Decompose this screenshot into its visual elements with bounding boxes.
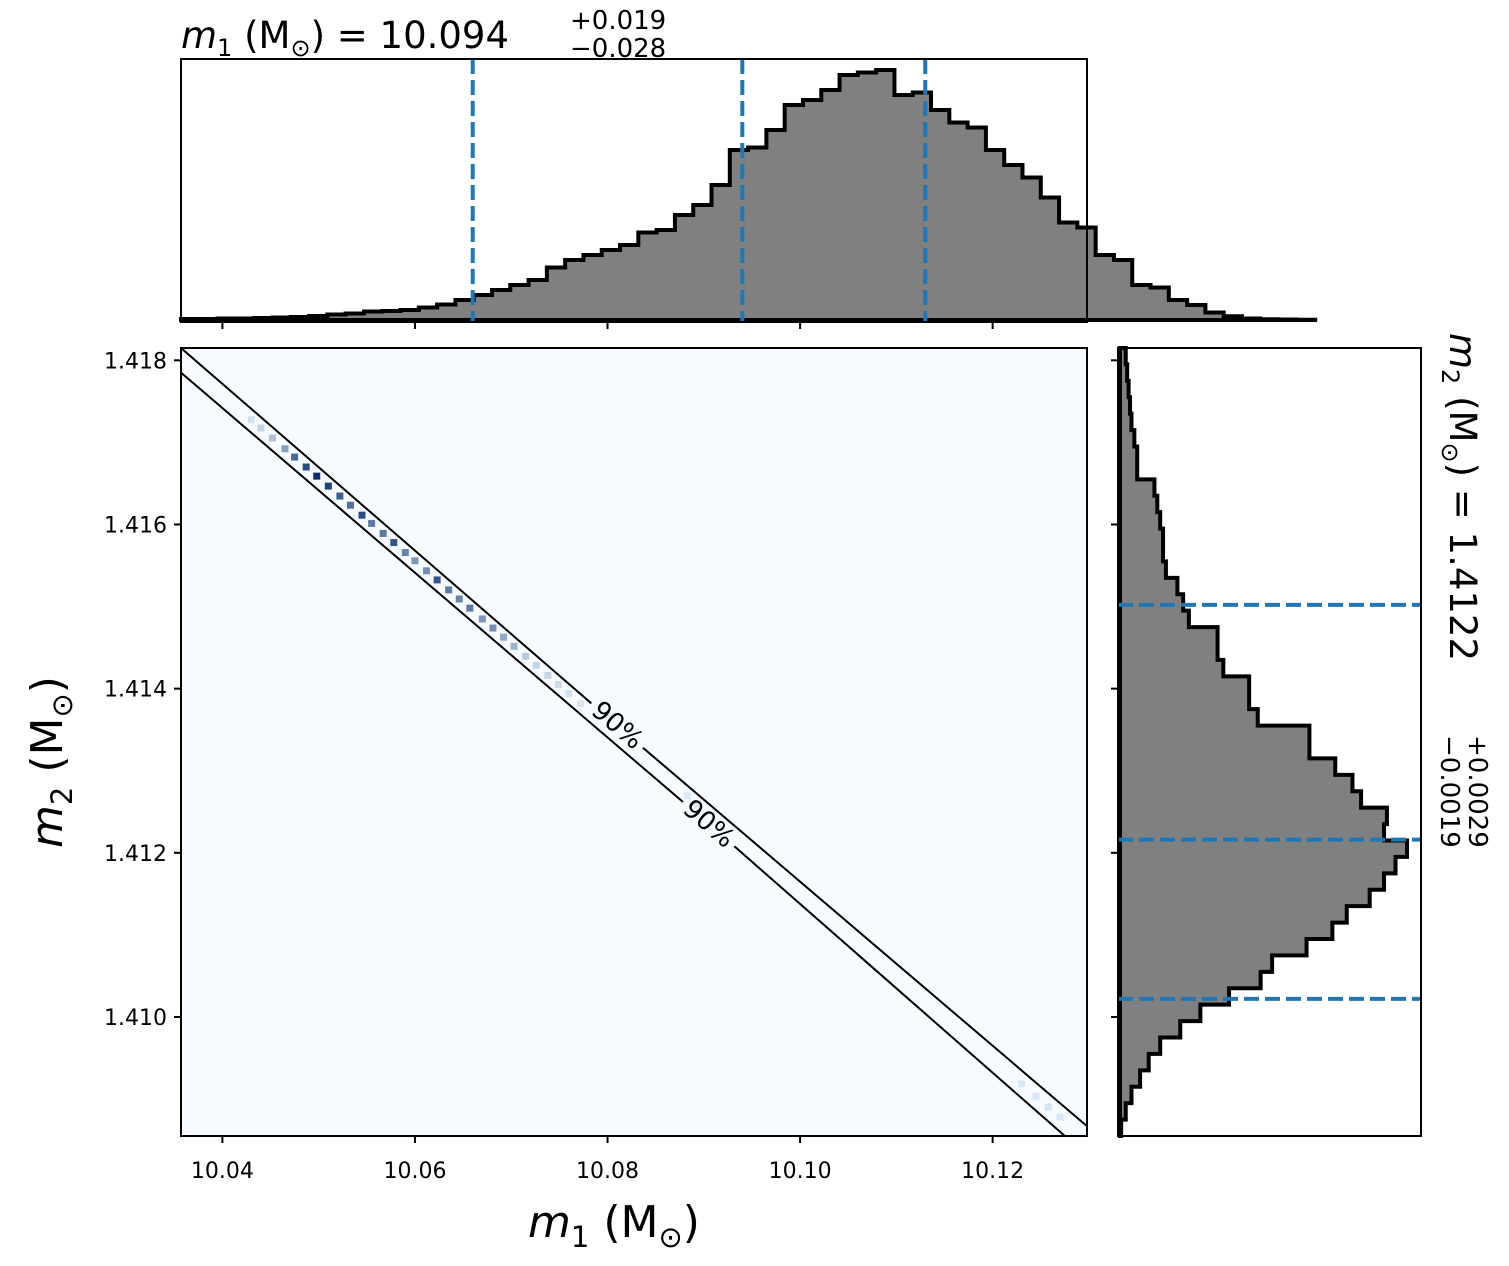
m1-title-unit-close: ) [311,14,325,57]
m2-title-equals: = [1441,489,1484,520]
ridge-cell-32 [693,800,701,808]
m1-title-subscript: 1 [217,34,232,62]
ridge-cell-36 [1056,1113,1064,1121]
m2-title-symbol: m [1441,333,1484,369]
y-label-subscript: 2 [45,787,79,805]
y-label-unit-close: ) [22,676,73,693]
m1-marginal-panel [179,58,1318,329]
contour-90-line-1-a [181,371,684,803]
contour-lines [181,348,1087,1136]
ridge-cell-30 [577,700,585,708]
ridge-cell-31 [683,792,691,800]
y-tick-label-1: 1.412 [104,842,167,867]
ridge-cell-2 [268,434,276,442]
y-tick-label-2: 1.414 [104,678,167,703]
ridge-cell-21 [478,615,486,623]
ridge-cell-14 [401,549,409,557]
ridge-cell-17 [433,576,441,584]
m1-title-upper-error: +0.019 [570,6,666,36]
ridge-cell-11 [368,519,376,527]
m1-histogram [179,68,1318,322]
m2-title-sun-symbol: ⊙ [1436,442,1464,462]
m1-title-equals: = [337,14,368,57]
ridge-cell-23 [500,633,508,641]
m2-title-unit-close: ) [1441,463,1484,477]
contour-90-line-0-a [181,348,593,705]
ridge-cell-18 [445,586,453,594]
ridge-cells [247,416,1064,1121]
m1-title-value: 10.094 [380,14,509,57]
ridge-cell-16 [423,567,431,575]
m1-title-unit: (M [244,14,290,57]
ridge-cell-9 [346,501,354,509]
ridge-cell-24 [510,642,518,650]
y-tick-label-0: 1.410 [104,1006,167,1031]
ridge-cell-26 [532,661,540,669]
x-label-subscript: 1 [571,1220,589,1254]
x-label-symbol: m [528,1197,571,1248]
ridge-cell-3 [281,445,289,453]
m1-title-symbol: m [181,14,217,57]
joint-posterior-panel: 90%90%10.04 10.06 10.08 10.10 10.121.4101.41… [104,347,1088,1184]
ridge-cell-8 [336,492,344,500]
ridge-cell-19 [455,595,463,603]
m2-marginal-title: m2 (M⊙) = 1.4122 +0.0029 −0.0019 [1434,333,1492,848]
y-label-symbol: m [22,805,73,848]
m2-title-lower-error: −0.0019 [1434,735,1464,848]
ridge-cell-15 [411,557,419,565]
x-label-sun-symbol: ⊙ [658,1220,682,1254]
contour-90-line-0-b [642,746,1087,1127]
m2-marginal-panel [1111,346,1422,1138]
ridge-cell-28 [554,681,562,689]
joint-panel-frame [180,347,1088,1137]
ridge-cell-20 [466,604,474,612]
x-tick-label-0: 10.04 [191,1159,254,1184]
ridge-cell-0 [247,416,255,424]
y-axis-label: m2 (M⊙) [22,676,79,848]
m2-panel-frame [1117,347,1422,1137]
x-tick-label-4: 10.12 [961,1159,1024,1184]
ridge-cell-34 [1032,1092,1040,1100]
ridge-cell-6 [313,472,321,480]
y-tick-label-4: 1.418 [104,349,167,374]
ridge-cell-27 [544,671,552,679]
m1-title-sun-symbol: ⊙ [290,34,310,62]
m1-panel-frame [180,58,1088,323]
x-tick-label-3: 10.10 [769,1159,832,1184]
ridge-cell-1 [257,424,265,432]
x-axis-label: m1 (M⊙) [528,1197,700,1254]
x-tick-label-1: 10.06 [383,1159,446,1184]
y-label-sun-symbol: ⊙ [45,693,79,717]
ridge-cell-25 [522,652,530,660]
ridge-cell-29 [565,690,573,698]
m2-histogram [1118,346,1409,1138]
contour-90-line-1-b [733,845,1066,1136]
m2-title-value: 1.4122 [1441,532,1484,661]
m2-title-subscript: 2 [1436,369,1464,384]
ridge-cell-4 [291,453,299,461]
ridge-cell-35 [1044,1103,1052,1111]
m2-title-unit: (M [1441,396,1484,442]
ridge-cell-13 [390,539,398,547]
y-label-unit: (M [22,718,73,773]
x-tick-label-2: 10.08 [576,1159,639,1184]
ridge-cell-5 [302,463,310,471]
ridge-cell-7 [324,482,332,490]
m1-marginal-title: m1 (M⊙) = 10.094 [181,14,509,62]
ridge-cell-10 [358,511,366,519]
ridge-cell-22 [489,624,497,632]
x-label-unit: (M [603,1197,658,1248]
m2-title-upper-error: +0.0029 [1462,735,1492,848]
ridge-cell-33 [1018,1080,1026,1088]
svg-text:m2 (M⊙) = 1.4122: m2 (M⊙) = 1.4122 [1436,333,1484,661]
x-label-unit-close: ) [683,1197,700,1248]
ridge-cell-12 [379,529,387,537]
y-tick-label-3: 1.416 [104,513,167,538]
